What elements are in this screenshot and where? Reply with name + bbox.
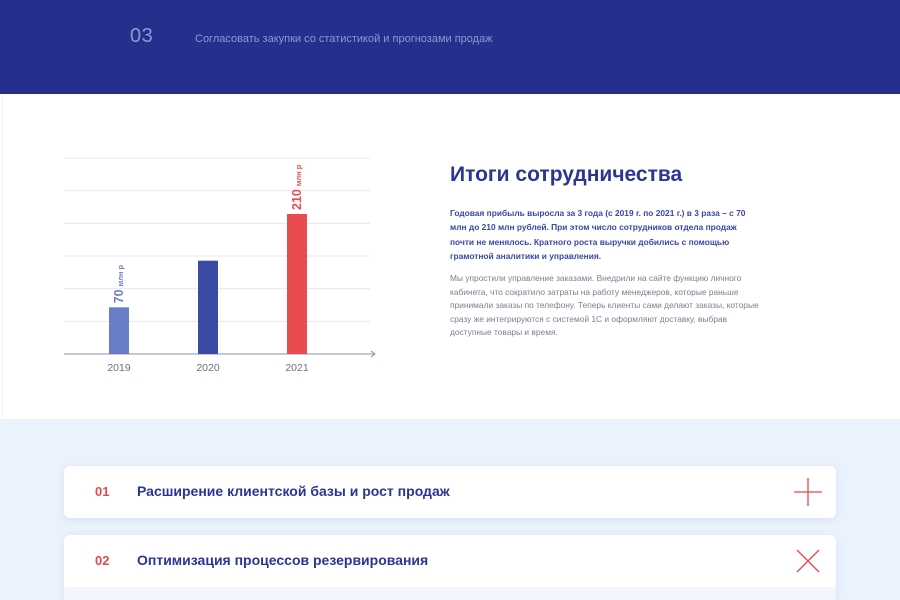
accordion-item-number: 02 [95, 553, 110, 568]
chart-value-label: 70млн р [112, 265, 126, 304]
accordion-item-number: 01 [95, 484, 110, 499]
accordion-item-content [64, 587, 836, 600]
profit-bar-chart: 2019 70млн р 2020 2021 210млн р [64, 157, 376, 374]
chart-bar [198, 260, 218, 354]
chart-axis-arrow [370, 350, 376, 358]
chart-bar [287, 214, 307, 354]
accordion-item-title: Оптимизация процессов резервирования [137, 552, 429, 568]
chart-value-label: 210млн р [290, 164, 304, 210]
results-title: Итоги сотрудничества [450, 163, 683, 186]
chart-x-tick-label: 2021 [285, 362, 309, 374]
results-body-text: Мы упростили управление заказами. Внедри… [450, 273, 759, 338]
chart-x-tick-label: 2019 [107, 362, 131, 374]
profit-chart: 2019 70млн р 2020 2021 210млн р [60, 150, 380, 380]
step-number: 03 [130, 25, 154, 47]
accordion-item-2[interactable]: 02 Оптимизация процессов резервирования [64, 535, 836, 600]
plus-icon[interactable] [794, 478, 822, 506]
accordion-item-title: Расширение клиентской базы и рост продаж [137, 483, 450, 499]
step-banner: 03 Согласовать закупки со статистикой и … [0, 0, 900, 94]
accordion-item-1[interactable]: 01 Расширение клиентской базы и рост про… [64, 466, 836, 518]
close-icon[interactable] [794, 547, 822, 575]
chart-bar [109, 307, 129, 354]
step-description: Согласовать закупки со статистикой и про… [195, 33, 493, 45]
results-lead-text: Годовая прибыль выросла за 3 года (с 201… [450, 208, 746, 262]
chart-x-tick-label: 2020 [196, 362, 220, 374]
